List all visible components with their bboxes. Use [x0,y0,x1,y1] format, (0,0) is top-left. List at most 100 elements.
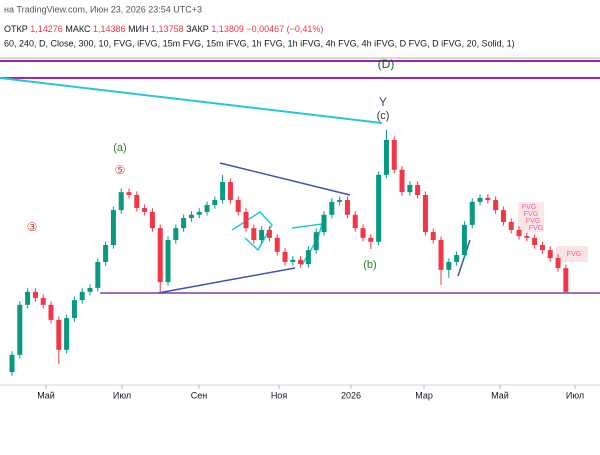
candle-body [165,240,171,283]
candle-body [532,237,538,246]
candle-body [547,250,553,258]
trend-line [0,77,383,124]
fvg-box [518,202,544,232]
candle-body [298,259,304,265]
ohlc-value: 1,14276 [30,24,63,34]
candle-body [48,304,54,320]
candle-body [368,237,374,242]
ohlc-label: МИН [128,24,148,34]
candle-body [461,224,467,256]
candle-body [508,222,514,230]
candle-body [181,218,187,229]
candles [9,129,569,376]
candle-body [235,200,241,212]
candle-body [40,297,46,305]
candle-body [64,318,70,350]
candle-body [274,237,280,252]
x-tick-label: Май [37,390,55,400]
trend-line [157,267,296,294]
candle-body [399,169,405,193]
candle-body [555,258,561,269]
candle-body [376,174,382,242]
candle-body [524,236,530,238]
trend-line [219,162,351,196]
candle-body [212,200,218,206]
candle-body [329,201,335,215]
candle-body [103,245,109,262]
pattern [231,211,273,252]
candle-body [477,197,483,202]
annotation: ③ [27,220,38,234]
candle-body [493,200,499,211]
candle-body [227,182,233,201]
candle-body [282,251,288,262]
candle-body [79,291,85,301]
candle-body [352,214,358,229]
candle-body [251,228,257,240]
candle-body [71,300,77,319]
source: на TradingView.com, Июн 23, 2026 23:54 U… [4,4,202,14]
candle-body [243,211,249,229]
candle-body [56,319,62,350]
candle-body [204,205,210,212]
candle-body [188,214,194,219]
x-tick-label: Июл [566,390,584,400]
candle-body [454,255,460,262]
candle-body [469,201,475,225]
candle-body [118,192,124,211]
annotation: FVG [524,211,538,218]
x-tick-label: Сен [191,390,208,400]
candle-body [360,228,366,238]
candle-body [446,261,452,270]
annotation: FVG [526,218,540,225]
candle-body [415,184,421,195]
annotation: ⑤ [115,163,126,177]
x-tick-label: 2026 [341,390,361,400]
candle-body [563,268,569,292]
change: −0,00467 (−0,41%) [246,24,323,34]
candle-body [126,192,132,195]
candle-body [196,211,202,215]
candle-body [25,291,31,305]
candle-body [134,195,140,208]
candle-body [220,182,226,201]
ohlc-value: 1,14386 [93,24,126,34]
ohlc-value: 1,13809 [211,24,244,34]
annotation: (a) [113,142,126,154]
ohlc-label: ОТКР [4,24,28,34]
candle-body [321,214,327,233]
x-tick-label: Май [491,390,509,400]
candle-body [149,211,155,229]
candle-body [337,200,343,202]
annotation: (c) [377,110,390,122]
candle-body [266,229,272,238]
candle-body [142,207,148,212]
candle-body [539,245,545,251]
annotation: FVG [567,251,581,258]
indicator: 60, 240, D, Close, 300, 10, FVG, iFVG, 1… [4,38,515,48]
candle-body [9,354,15,373]
fvg-box [556,246,588,262]
ohlc-label: МАКС [65,24,91,34]
candle-body [290,259,296,262]
candle-body [259,229,265,240]
candle-body [500,210,506,222]
x-tick-label: Июл [113,390,131,400]
candle-body [422,195,428,233]
annotation: FVG [522,204,536,211]
candle-body [438,240,444,270]
candle-body [157,228,163,283]
candle-body [516,229,522,237]
candle-body [344,200,350,215]
candle-body [313,232,319,251]
ohlc-line: ОТКР 1,14276 МАКС 1,14386 МИН 1,13758 ЗА… [4,24,323,34]
candle-body [173,228,179,240]
candle-body [87,287,93,292]
candle-body [110,210,116,246]
candle-body [383,139,389,175]
candle-body [32,291,38,298]
annotation: (D) [378,57,395,71]
annotation: (b) [363,259,376,271]
